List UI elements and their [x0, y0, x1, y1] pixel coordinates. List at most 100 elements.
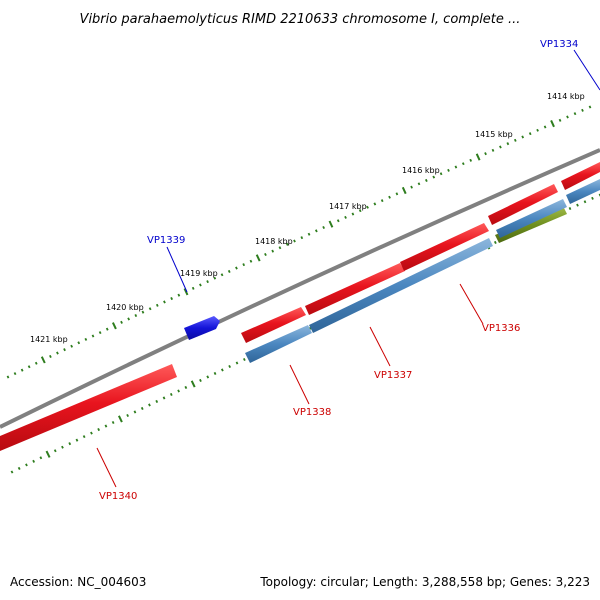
- scale-minor-tick: [410, 185, 413, 189]
- scale-minor-tick: [300, 236, 304, 240]
- scale-minor-tick: [454, 165, 458, 169]
- scale-minor-tick: [63, 348, 66, 352]
- scale-minor-tick: [373, 202, 377, 206]
- scale-minor-tick: [235, 266, 238, 270]
- scale-minor-tick: [206, 375, 210, 379]
- scale-minor-tick: [206, 280, 209, 284]
- reverse-cds-vp1340[interactable]: [0, 364, 177, 451]
- reverse-cds-vp1335[interactable]: [566, 179, 600, 204]
- scale-minor-tick: [32, 459, 36, 463]
- forward-cds-vp1338[interactable]: [241, 307, 306, 343]
- leader-vp1339: [166, 246, 188, 293]
- scale-minor-tick: [6, 375, 10, 379]
- scale-minor-tick: [583, 200, 587, 204]
- reverse-cds-vp1337[interactable]: [309, 238, 493, 333]
- gene-label-vp1337[interactable]: VP1337: [374, 370, 412, 381]
- scale-minor-tick: [49, 354, 52, 358]
- forward-cds-vp1337[interactable]: [305, 263, 405, 315]
- label-leaders: [96, 49, 600, 488]
- gene-label-vp1339[interactable]: VP1339: [147, 235, 185, 246]
- scale-minor-tick: [336, 219, 340, 223]
- scale-minor-tick: [120, 320, 123, 324]
- scale-minor-tick: [513, 138, 517, 142]
- leader-vp1334: [573, 49, 600, 91]
- gene-label-vp1336[interactable]: VP1336: [482, 323, 520, 334]
- scale-major-tick: [117, 415, 123, 423]
- scale-minor-tick: [75, 438, 79, 442]
- scale-minor-tick: [568, 207, 572, 211]
- scale-minor-tick: [322, 225, 326, 230]
- scale-minor-tick: [133, 410, 137, 414]
- forward-cds-vp1339[interactable]: [184, 316, 220, 340]
- scale-minor-tick: [56, 351, 59, 355]
- forward-cds-vp1334[interactable]: [561, 162, 600, 190]
- scale-minor-tick: [39, 456, 43, 460]
- scale-minor-tick: [499, 145, 502, 149]
- reverse-strand-features: [0, 179, 600, 451]
- reverse-cds-vp1338[interactable]: [245, 325, 312, 363]
- scale-major-tick: [183, 288, 189, 296]
- scale-minor-tick: [91, 334, 95, 338]
- scale-minor-tick: [469, 158, 473, 162]
- scale-minor-tick: [388, 195, 391, 199]
- scale-minor-tick: [98, 331, 102, 335]
- scale-minor-tick: [591, 196, 594, 200]
- scale-minor-tick: [506, 142, 510, 146]
- scale-minor-tick: [528, 132, 532, 136]
- scale-minor-tick: [395, 192, 399, 196]
- scale-label: 1415 kbp: [475, 130, 513, 139]
- accession-text: Accession: NC_004603: [10, 575, 146, 589]
- scale-minor-tick: [235, 361, 239, 365]
- scale-minor-tick: [155, 303, 159, 307]
- scale-minor-tick: [126, 413, 130, 418]
- scale-minor-tick: [111, 420, 115, 425]
- scale-minor-tick: [242, 357, 246, 362]
- scale-minor-tick: [558, 118, 562, 122]
- scale-minor-tick: [140, 406, 144, 410]
- scale-minor-tick: [432, 175, 436, 179]
- scale-major-tick: [45, 450, 51, 458]
- scale-major-tick: [401, 186, 407, 195]
- scale-label: 1414 kbp: [547, 92, 585, 101]
- scale-minor-tick: [228, 364, 232, 369]
- forward-cds-vp1336[interactable]: [400, 223, 489, 271]
- scale-minor-tick: [588, 105, 592, 109]
- scale-minor-tick: [155, 399, 159, 403]
- scale-minor-tick: [293, 239, 296, 243]
- scale-minor-tick: [163, 300, 166, 304]
- scale-minor-tick: [249, 259, 253, 263]
- scale-minor-tick: [380, 199, 384, 203]
- gene-label-vp1334[interactable]: VP1334: [540, 39, 578, 50]
- forward-cds-vp1335[interactable]: [488, 184, 558, 225]
- scale-minor-tick: [77, 341, 81, 345]
- gene-label-vp1340[interactable]: VP1340: [99, 491, 137, 502]
- scale-minor-tick: [27, 365, 31, 369]
- genome-summary-text: Topology: circular; Length: 3,288,558 bp…: [259, 575, 590, 589]
- scale-minor-tick: [82, 435, 86, 439]
- gene-label-vp1338[interactable]: VP1338: [293, 407, 331, 418]
- leader-vp1338: [289, 364, 310, 405]
- scale-minor-tick: [148, 403, 151, 407]
- scale-minor-tick: [521, 135, 525, 139]
- scale-minor-tick: [314, 229, 318, 233]
- scale-label: 1421 kbp: [30, 335, 68, 344]
- scale-label: 1416 kbp: [402, 166, 440, 175]
- scale-minor-tick: [20, 368, 24, 372]
- scale-minor-tick: [10, 470, 14, 474]
- scale-minor-tick: [148, 307, 152, 311]
- scale-major-tick: [190, 380, 196, 388]
- scale-minor-tick: [162, 396, 166, 400]
- scale-minor-tick: [177, 293, 181, 297]
- scale-minor-tick: [13, 372, 17, 376]
- scale-minor-tick: [84, 337, 88, 341]
- scale-minor-tick: [199, 283, 202, 287]
- scale-minor-tick: [285, 242, 289, 246]
- chromosome-backbone: [0, 148, 600, 429]
- scale-minor-tick: [90, 431, 93, 435]
- scale-minor-tick: [242, 263, 246, 267]
- scale-minor-tick: [105, 327, 109, 331]
- reverse-cds-vp1336[interactable]: [496, 199, 567, 238]
- scale-major-tick: [328, 220, 334, 228]
- scale-minor-tick: [576, 203, 579, 207]
